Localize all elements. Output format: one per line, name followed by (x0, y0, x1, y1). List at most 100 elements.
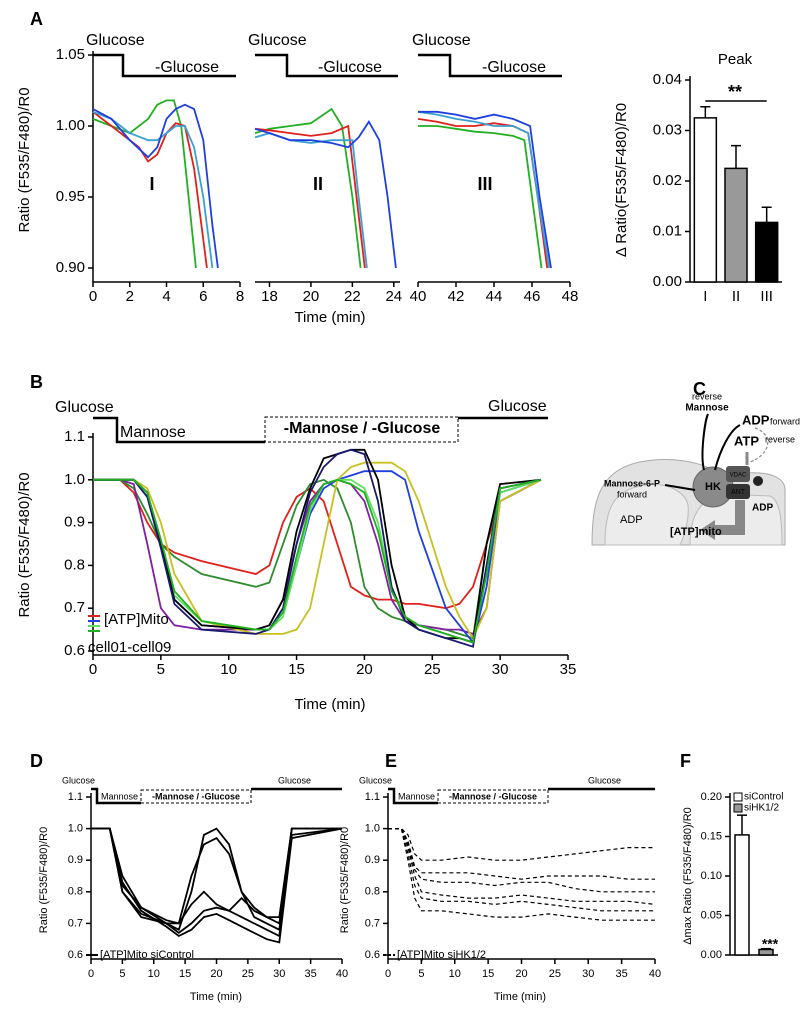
y-tick-label: 0.9 (64, 514, 85, 531)
diagram-label: reverse (765, 434, 795, 444)
panel-label: E (385, 751, 397, 771)
annotation: *** (762, 936, 779, 952)
bar (734, 834, 750, 956)
protocol-line (91, 787, 141, 805)
protocol-line (255, 53, 398, 78)
chart: E Ratio (F535/F480)/R0 Time (min) 0.6 0.7 0.8… (339, 751, 661, 1003)
protocol-label: Glucose (62, 775, 95, 785)
diagram-label: HK (705, 481, 721, 493)
x-tick-label: 20 (356, 661, 373, 678)
chart: Time (min) 18 20 22 24 II Glucose -Glucose (248, 32, 402, 326)
series-line (254, 107, 362, 269)
panel-label: A (30, 9, 43, 29)
series-line (91, 827, 343, 938)
series-line (93, 461, 542, 641)
x-tick-label: 48 (562, 288, 579, 305)
series-line (254, 132, 368, 269)
diagram-label: ATP (734, 433, 759, 448)
y-tick-label: 0.20 (701, 791, 722, 803)
y-tick-label: 0.8 (68, 886, 83, 898)
x-axis-label: Time (min) (494, 991, 546, 1003)
series-line (418, 110, 552, 269)
y-tick-label: 1.1 (365, 791, 380, 803)
protocol-label: Glucose (412, 32, 471, 49)
diagram-label: forward (770, 416, 800, 426)
protocol-label: Mannose (101, 791, 138, 801)
protocol-box (140, 789, 252, 804)
legend-swatch (733, 792, 743, 802)
x-tick-label: 25 (549, 968, 561, 980)
protocol-label: -Glucose (155, 59, 219, 76)
y-tick-label: 0.00 (701, 949, 722, 961)
protocol-label: -Glucose (318, 59, 382, 76)
y-tick-label: 1.1 (68, 791, 83, 803)
series-line (254, 119, 397, 269)
y-axis-label: Ratio (F535/F480)/R0 (16, 87, 33, 232)
legend-swatch (733, 803, 743, 813)
y-tick-label: 0.6 (365, 949, 380, 961)
y-tick-label: 0.9 (365, 854, 380, 866)
series-line (388, 828, 655, 921)
y-axis-label: Ratio (F535/F480)/R0 (339, 827, 351, 933)
y-tick-label: 0.6 (68, 949, 83, 961)
y-tick-label: 1.00 (56, 117, 85, 134)
y-axis-label: Δmax Ratio (F535/F480)/R0 (682, 807, 694, 945)
annotation: ** (728, 82, 742, 102)
series-line (388, 828, 655, 861)
x-tick-label: 24 (385, 288, 402, 305)
bar (693, 117, 718, 283)
series-line (91, 827, 342, 925)
y-tick-label: 0.01 (653, 222, 682, 239)
atp-arrow (700, 500, 745, 540)
y-tick-label: 0.7 (68, 917, 83, 929)
x-tick-label: 40 (410, 288, 427, 305)
x-tick-label: 44 (486, 288, 503, 305)
x-tick-label: 0 (385, 968, 391, 980)
protocol-line (93, 416, 265, 444)
y-axis-label: Δ Ratio(F535/F480)/R0 (613, 103, 630, 257)
chart: B Ratio (F535/F480)/R0 Time (min) 0.6 0.7 0.8… (16, 372, 576, 713)
x-tick-label: 25 (424, 661, 441, 678)
x-tick-label: 10 (449, 968, 461, 980)
y-tick-label: 0.05 (701, 909, 722, 921)
diagram-label: VDAC (730, 473, 747, 479)
diagram-label: Mannose (685, 403, 729, 414)
x-tick-label: 20 (210, 968, 222, 980)
m6p-arrow (664, 484, 696, 491)
forward-arrow (714, 424, 741, 471)
y-tick-label: 0.90 (56, 259, 85, 276)
x-tick-label: II (732, 288, 740, 305)
series-line (388, 828, 655, 880)
x-tick-label: 35 (616, 968, 628, 980)
annotation: II (313, 174, 323, 194)
y-axis-label: Ratio (F535/F480)/R0 (38, 827, 50, 933)
x-tick-label: 15 (482, 968, 494, 980)
y-tick-label: 1.05 (56, 46, 85, 63)
diagram-label: reverse (692, 391, 722, 401)
series-line (91, 827, 342, 932)
diagram-label: ANT (731, 489, 746, 496)
legend-label: [ATP]Mito siHK1/2 (397, 949, 486, 961)
protocol-label: -Mannose / -Glucose (152, 791, 240, 801)
series-line (91, 827, 343, 944)
diagram-label: Mannose-6-P (604, 478, 660, 488)
x-tick-label: 5 (157, 661, 165, 678)
x-tick-label: 15 (179, 968, 191, 980)
x-tick-label: 18 (261, 288, 278, 305)
chart: D Ratio (F535/F480)/R0 Time (min) 0.6 0.7 0.8… (30, 751, 348, 1003)
chart: 40 42 44 46 48 III Glucose -Glucose (410, 32, 579, 305)
legend-label: cell01-cell09 (88, 639, 171, 656)
x-tick-label: 20 (303, 288, 320, 305)
protocol-label: -Mannose / -Glucose (449, 791, 537, 801)
series-line (93, 448, 542, 648)
y-tick-label: 1.1 (64, 428, 85, 445)
x-tick-label: 8 (236, 288, 244, 305)
bar (724, 167, 748, 283)
protocol-label: Glucose (248, 32, 307, 49)
legend-label: siControl (744, 792, 783, 803)
x-tick-label: 30 (273, 968, 285, 980)
x-tick-label: I (703, 288, 707, 305)
x-tick-label: 25 (242, 968, 254, 980)
x-tick-label: 42 (448, 288, 465, 305)
